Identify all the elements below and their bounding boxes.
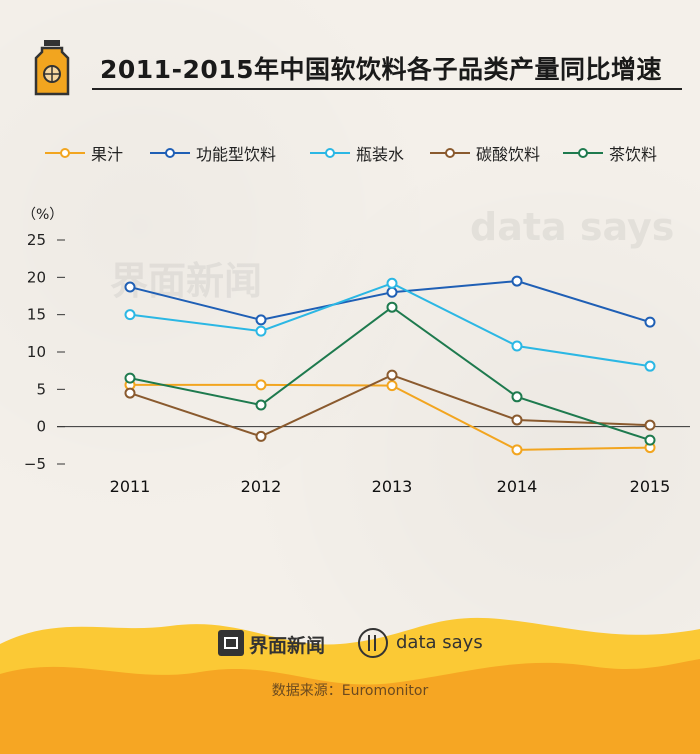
data-point bbox=[511, 340, 523, 352]
data-point bbox=[124, 372, 136, 384]
chart-title: 2011-2015年中国软饮料各子品类产量同比增速 bbox=[100, 55, 663, 84]
legend-swatch bbox=[430, 148, 470, 158]
jiemian-logo-text: 界面新闻 bbox=[249, 635, 326, 657]
legend-swatch bbox=[150, 148, 190, 158]
legend-item: 功能型饮料 bbox=[150, 142, 276, 164]
y-tick-label: 20 bbox=[27, 268, 46, 286]
datasays-logo-text: data says bbox=[396, 632, 483, 653]
watermark-jiemian: 界面新闻 bbox=[110, 259, 263, 303]
legend-item: 果汁 bbox=[45, 142, 123, 164]
data-point bbox=[124, 387, 136, 399]
y-tick-label: 15 bbox=[27, 306, 46, 324]
data-point bbox=[511, 414, 523, 426]
legend-item: 碳酸饮料 bbox=[430, 142, 540, 164]
data-point bbox=[255, 399, 267, 411]
legend-label: 功能型饮料 bbox=[196, 145, 277, 164]
legend-label: 瓶装水 bbox=[356, 145, 405, 164]
x-tick-label: 2013 bbox=[372, 477, 413, 496]
legend-swatch bbox=[563, 148, 603, 158]
legend-item: 茶饮料 bbox=[563, 142, 657, 164]
legend-item: 瓶装水 bbox=[310, 142, 404, 164]
data-point bbox=[644, 360, 656, 372]
chart-legend: 果汁 功能型饮料 瓶装水 碳酸饮料 茶饮料 bbox=[45, 142, 685, 164]
data-point bbox=[644, 434, 656, 446]
data-point bbox=[386, 301, 398, 313]
source-note: 数据来源：Euromonitor bbox=[271, 683, 429, 699]
data-point bbox=[255, 430, 267, 442]
data-point bbox=[386, 380, 398, 392]
y-tick-label: 10 bbox=[27, 343, 46, 361]
data-point bbox=[644, 316, 656, 328]
data-point bbox=[255, 379, 267, 391]
data-point bbox=[644, 419, 656, 431]
x-tick-label: 2011 bbox=[110, 477, 151, 496]
y-tick-label: 0 bbox=[36, 418, 46, 436]
data-point bbox=[386, 277, 398, 289]
juice-bottle-icon bbox=[34, 40, 70, 96]
title-underline bbox=[92, 88, 682, 90]
data-point bbox=[511, 444, 523, 456]
legend-label: 碳酸饮料 bbox=[476, 145, 541, 164]
datasays-logo-icon bbox=[358, 628, 388, 658]
data-point bbox=[511, 391, 523, 403]
data-point bbox=[511, 275, 523, 287]
y-axis-label: （%） bbox=[22, 207, 63, 223]
footer-wave bbox=[0, 617, 700, 754]
y-tick-label: 5 bbox=[36, 380, 46, 398]
x-tick-label: 2015 bbox=[630, 477, 671, 496]
data-point bbox=[124, 309, 136, 321]
data-point bbox=[124, 281, 136, 293]
legend-label: 茶饮料 bbox=[609, 145, 658, 164]
y-tick-label: −5 bbox=[24, 455, 46, 473]
data-point bbox=[255, 314, 267, 326]
x-tick-label: 2014 bbox=[497, 477, 538, 496]
legend-swatch bbox=[45, 148, 85, 158]
legend-label: 果汁 bbox=[91, 145, 124, 164]
jiemian-logo-icon bbox=[218, 630, 244, 656]
data-point bbox=[255, 325, 267, 337]
data-point bbox=[386, 369, 398, 381]
legend-swatch bbox=[310, 148, 350, 158]
footer-logos: 界面新闻 data says bbox=[218, 628, 488, 662]
chart-header: 2011-2015年中国软饮料各子品类产量同比增速 bbox=[30, 38, 682, 98]
data-point bbox=[386, 286, 398, 298]
line-chart: （%） −5 0 5 10 15 20 25 2011 2012 2013 2014 2015 bbox=[22, 207, 690, 496]
watermark-datasays: data says bbox=[470, 205, 675, 249]
x-tick-label: 2012 bbox=[241, 477, 282, 496]
y-tick-label: 25 bbox=[27, 231, 46, 249]
